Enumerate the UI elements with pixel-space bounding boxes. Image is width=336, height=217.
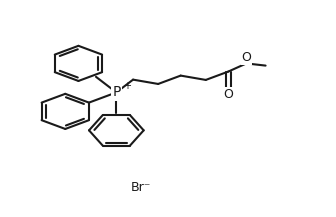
Text: +: + <box>123 81 131 90</box>
Text: Br⁻: Br⁻ <box>131 181 152 194</box>
Text: O: O <box>242 51 251 64</box>
Text: P: P <box>112 85 121 99</box>
Text: O: O <box>223 88 233 101</box>
